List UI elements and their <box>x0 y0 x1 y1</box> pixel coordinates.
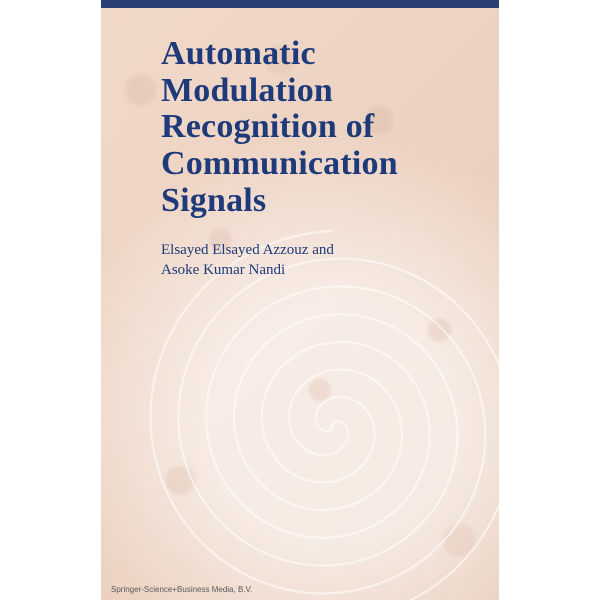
title-line: Signals <box>161 183 469 220</box>
title-line: Automatic <box>161 36 469 73</box>
book-publisher: Springer-Science+Business Media, B.V. <box>111 585 252 594</box>
title-line: Modulation <box>161 73 469 110</box>
title-block: AutomaticModulationRecognition ofCommuni… <box>161 36 469 220</box>
book-cover: AutomaticModulationRecognition ofCommuni… <box>101 0 499 600</box>
page-container: AutomaticModulationRecognition ofCommuni… <box>0 0 600 600</box>
author-line: Elsayed Elsayed Azzouz and <box>161 240 334 260</box>
book-authors: Elsayed Elsayed Azzouz andAsoke Kumar Na… <box>161 240 334 281</box>
author-line: Asoke Kumar Nandi <box>161 260 334 280</box>
title-line: Communication <box>161 146 469 183</box>
title-line: Recognition of <box>161 109 469 146</box>
top-accent-band <box>101 0 499 8</box>
book-title: AutomaticModulationRecognition ofCommuni… <box>161 36 469 220</box>
